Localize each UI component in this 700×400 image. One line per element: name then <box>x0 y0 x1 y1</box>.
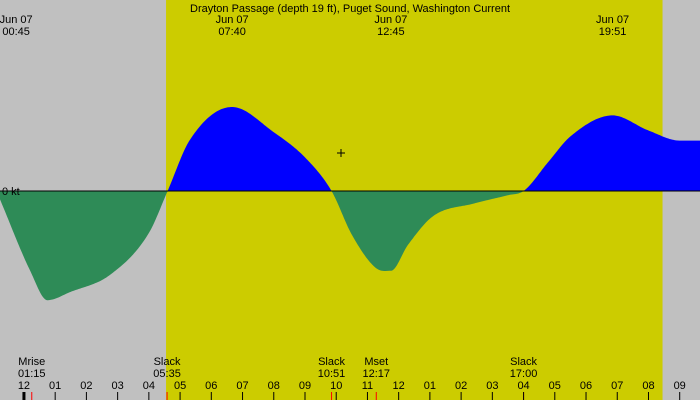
event-time-label: 01:15 <box>18 368 46 380</box>
hour-tick-label: 02 <box>455 380 467 392</box>
hour-tick-label: 02 <box>80 380 92 392</box>
event-time-label: 17:00 <box>510 368 538 380</box>
chart-title: Drayton Passage (depth 19 ft), Puget Sou… <box>190 3 510 15</box>
event-name-label: Mset <box>364 356 388 368</box>
hour-axis: 1112010203040506070809101112010203040506… <box>18 380 686 400</box>
hour-tick-label: 07 <box>236 380 248 392</box>
hour-tick-label: 09 <box>299 380 311 392</box>
ebb-current-area <box>0 191 700 301</box>
hour-tick-label: 03 <box>112 380 124 392</box>
peak-time-label: 12:45 <box>377 26 405 38</box>
hour-tick-label: 04 <box>517 380 529 392</box>
peak-date-label: Jun 07 <box>0 14 33 26</box>
event-name-label: Mrise <box>18 356 45 368</box>
hour-tick-label: 11 <box>362 380 373 392</box>
hour-tick-label: 10 <box>330 380 342 392</box>
hour-tick-label: 03 <box>486 380 498 392</box>
event-time-label: 05:35 <box>153 368 181 380</box>
crosshair-marker <box>337 149 345 157</box>
peak-date-label: Jun 07 <box>596 14 629 26</box>
hour-tick-label: 08 <box>268 380 280 392</box>
hour-tick-label: 06 <box>205 380 217 392</box>
zero-knot-label: 0 kt <box>2 186 20 198</box>
event-time-label: 10:51 <box>318 368 346 380</box>
hour-tick-label: 09 <box>674 380 686 392</box>
hour-tick-label: 12 <box>393 380 405 392</box>
flood-current-area <box>0 107 700 191</box>
midnight-marker <box>22 392 26 400</box>
peak-date-label: Jun 07 <box>374 14 407 26</box>
hour-tick-label: 04 <box>143 380 155 392</box>
peak-time-label: 19:51 <box>599 26 627 38</box>
hour-tick-label: 07 <box>611 380 623 392</box>
event-name-label: Slack <box>510 356 537 368</box>
event-time-label: 12:17 <box>363 368 391 380</box>
event-labels: Mrise01:15Slack05:35Slack10:51Mset12:17S… <box>18 356 538 400</box>
hour-tick-label: 01 <box>424 380 436 392</box>
peak-time-label: 00:45 <box>2 26 30 38</box>
hour-tick-label: 08 <box>642 380 654 392</box>
hour-tick-label: 06 <box>580 380 592 392</box>
hour-tick-label: 01 <box>49 380 61 392</box>
hour-tick-label: 05 <box>549 380 561 392</box>
hour-tick-label: 12 <box>18 380 30 392</box>
peak-date-label: Jun 07 <box>216 14 249 26</box>
event-name-label: Slack <box>318 356 345 368</box>
event-name-label: Slack <box>154 356 181 368</box>
hour-tick-label: 05 <box>174 380 186 392</box>
peak-time-label: 07:40 <box>218 26 246 38</box>
